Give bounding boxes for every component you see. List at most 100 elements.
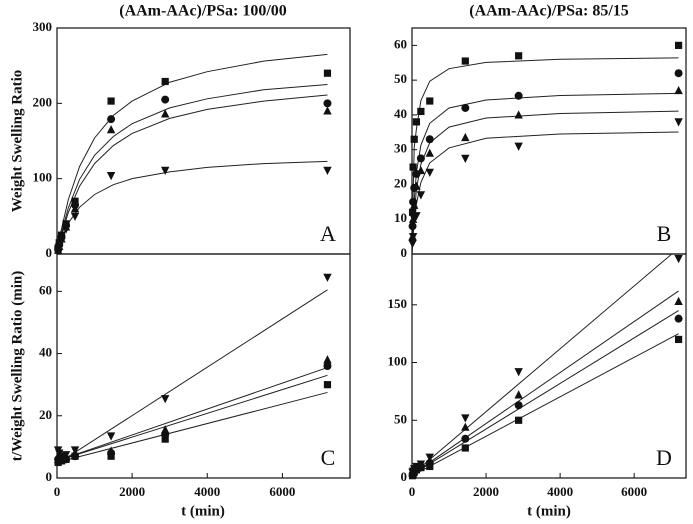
marker-triangle-down <box>412 212 421 221</box>
marker-triangle-down <box>57 452 66 461</box>
plot-area <box>412 254 679 477</box>
y-tick-label: 40 <box>394 106 407 121</box>
y-tick-label: 40 <box>39 345 52 360</box>
y-tick-label: 20 <box>39 407 52 422</box>
fit-curve <box>57 289 328 465</box>
marker-triangle-up <box>323 106 332 115</box>
y-tick-label: 0 <box>46 469 53 484</box>
marker-triangle-down <box>416 460 426 469</box>
marker-square <box>323 381 332 389</box>
x-axis-label: t (min) <box>181 503 225 519</box>
marker-triangle-up <box>416 165 426 175</box>
marker-triangle-down <box>412 462 421 472</box>
marker-triangle-down <box>408 239 417 249</box>
y-tick-label: 30 <box>394 141 407 156</box>
marker-square <box>323 69 332 77</box>
marker-square <box>674 335 683 344</box>
fit-curve <box>57 160 328 254</box>
x-tick-label: 4000 <box>194 484 220 499</box>
marker-square <box>461 444 469 452</box>
marker-triangle-down <box>425 453 434 462</box>
y-tick-label: 100 <box>388 354 408 369</box>
fit-curve <box>412 57 679 254</box>
y-tick-label: 0 <box>401 469 408 484</box>
marker-triangle-down <box>61 451 71 460</box>
y-tick-label: 60 <box>394 36 407 51</box>
marker-square <box>674 41 683 49</box>
x-tick-label: 0 <box>409 484 416 499</box>
fit-curve <box>412 310 679 475</box>
axes-frame <box>411 253 687 479</box>
marker-circle <box>323 99 332 108</box>
marker-triangle-down <box>57 235 66 244</box>
marker-triangle-up <box>461 132 470 142</box>
marker-circle <box>161 95 170 104</box>
marker-circle <box>514 401 523 410</box>
plot-area <box>412 57 679 254</box>
marker-triangle-up <box>160 109 170 118</box>
marker-triangle-up <box>514 110 523 119</box>
marker-triangle-down <box>61 225 71 234</box>
marker-triangle-up <box>323 355 332 364</box>
marker-square <box>417 107 425 116</box>
y-axis-label: Weight Swelling Ratio <box>9 70 25 213</box>
y-tick-label: 10 <box>394 210 407 225</box>
plot-area <box>57 289 328 465</box>
marker-circle <box>323 362 332 370</box>
fit-curve <box>412 92 679 254</box>
y-tick-label: 100 <box>33 170 53 185</box>
marker-triangle-down <box>461 154 470 163</box>
plot-area <box>57 53 328 254</box>
x-tick-label: 4000 <box>547 484 573 499</box>
marker-triangle-down <box>160 166 170 175</box>
fit-curve <box>57 367 328 462</box>
marker-triangle-down <box>106 172 116 181</box>
fit-curve <box>412 254 673 475</box>
fit-curve <box>412 333 679 477</box>
fit-curve <box>412 131 679 254</box>
y-tick-label: 50 <box>394 71 407 86</box>
marker-square <box>161 77 169 86</box>
marker-square <box>426 97 434 105</box>
marker-square <box>409 163 417 171</box>
marker-triangle-up <box>70 204 80 213</box>
marker-triangle-up <box>461 422 470 431</box>
marker-triangle-down <box>70 212 80 221</box>
marker-triangle-up <box>674 85 683 95</box>
marker-square <box>515 52 523 60</box>
marker-square <box>515 416 523 424</box>
marker-triangle-down <box>674 118 683 127</box>
marker-triangle-down <box>106 432 116 441</box>
marker-triangle-up <box>160 425 170 434</box>
marker-circle <box>107 115 116 124</box>
x-tick-label: 0 <box>54 484 61 499</box>
y-tick-label: 20 <box>394 175 407 190</box>
marker-triangle-up <box>425 148 434 157</box>
marker-triangle-down <box>514 142 523 151</box>
x-tick-label: 2000 <box>119 484 145 499</box>
axes-frame <box>411 27 687 255</box>
marker-triangle-up <box>106 446 116 455</box>
x-tick-label: 6000 <box>621 484 647 499</box>
fit-curve <box>57 391 328 463</box>
chart-title: (AAm-AAc)/PSa: 85/15 <box>469 3 629 20</box>
x-tick-label: 2000 <box>473 484 499 499</box>
marker-triangle-down <box>70 446 80 455</box>
marker-triangle-up <box>514 390 523 399</box>
y-tick-label: 60 <box>39 282 52 297</box>
panel-letter: A <box>320 221 336 246</box>
marker-triangle-up <box>410 200 419 209</box>
marker-triangle-down <box>416 191 426 200</box>
marker-triangle-up <box>412 181 421 190</box>
marker-circle <box>425 135 434 144</box>
fit-curve <box>57 53 328 254</box>
x-tick-label: 6000 <box>269 484 295 499</box>
y-axis-label: t/Weight Swelling Ratio (min) <box>9 271 25 461</box>
fit-curve <box>57 84 328 254</box>
y-tick-label: 50 <box>394 411 407 426</box>
panel-letter: D <box>656 445 672 470</box>
marker-square <box>410 135 418 143</box>
axes-frame <box>56 27 351 255</box>
marker-circle <box>408 222 417 231</box>
